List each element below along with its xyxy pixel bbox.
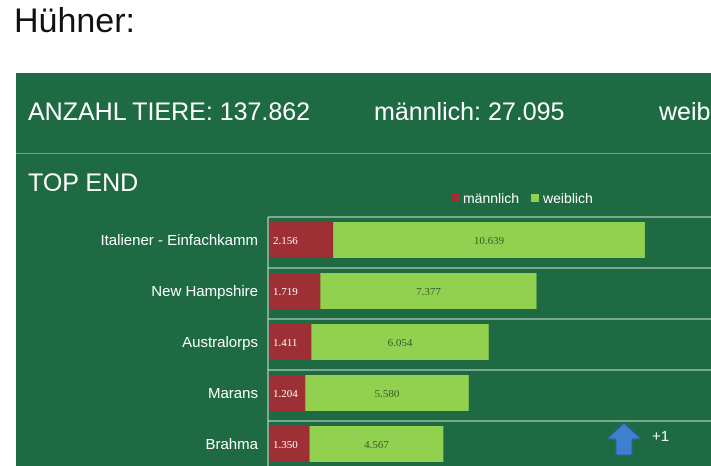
bar-male (270, 426, 310, 462)
data-label-male: 1.411 (273, 337, 297, 349)
legend-label-male: männlich (463, 190, 520, 206)
chart-title: TOP END (28, 169, 139, 197)
category-label: New Hampshire (151, 283, 258, 300)
data-label-female: 4.567 (364, 439, 389, 451)
bar-chart: Italiener - Einfachkamm 2.156 10.639 New Ha… (100, 216, 711, 466)
data-label-female: 10.639 (474, 235, 505, 247)
category-label: Brahma (205, 436, 258, 453)
summary-bar: ANZAHL TIERE: 137.862 männlich: 27.095 w… (16, 73, 711, 154)
female-count: weib (659, 98, 711, 126)
legend-item-female: weiblich (531, 190, 593, 206)
chart-legend: männlich weiblich (451, 189, 605, 207)
data-label-female: 5.580 (375, 388, 400, 400)
change-label: +1 (652, 428, 670, 445)
data-label-male: 1.350 (273, 439, 298, 451)
bar-female (309, 426, 444, 462)
legend-item-male: männlich (451, 190, 519, 206)
arrow-up-icon (605, 422, 643, 456)
category-label: Australorps (182, 334, 258, 351)
legend-swatch-male (451, 194, 459, 202)
total-count: ANZAHL TIERE: 137.862 (28, 98, 311, 126)
bar-male (270, 222, 334, 258)
data-label-female: 6.054 (388, 337, 413, 349)
legend-label-female: weiblich (543, 190, 593, 206)
bar-male (270, 273, 321, 309)
bar-female (333, 222, 645, 258)
bar-male (270, 375, 306, 411)
data-label-male: 1.204 (273, 388, 298, 400)
page-heading: Hühner: (14, 2, 135, 40)
category-label: Italiener - Einfachkamm (100, 232, 258, 249)
bar-female (305, 375, 469, 411)
male-count: männlich: 27.095 (374, 98, 565, 126)
bar-female (311, 324, 489, 360)
data-label-female: 7.377 (416, 286, 441, 298)
bar-female (320, 273, 537, 309)
data-label-male: 2.156 (273, 235, 298, 247)
data-label-male: 1.719 (273, 286, 298, 298)
bar-male (270, 324, 312, 360)
category-label: Marans (208, 385, 258, 402)
dashboard-panel: ANZAHL TIERE: 137.862 männlich: 27.095 w… (16, 73, 711, 466)
legend-swatch-female (531, 194, 540, 202)
